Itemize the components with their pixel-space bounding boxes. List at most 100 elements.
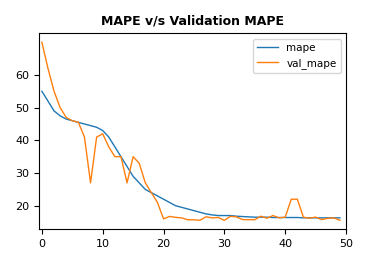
val_mape bbox=[40, 41, 44, 44]
val_mape bbox=[113, 155, 117, 158]
mape bbox=[240, 215, 245, 218]
val_mape bbox=[82, 135, 87, 139]
val_mape bbox=[119, 155, 123, 158]
mape bbox=[289, 216, 293, 219]
mape bbox=[234, 215, 239, 218]
mape bbox=[326, 216, 330, 219]
val_mape bbox=[70, 119, 74, 122]
mape bbox=[119, 155, 123, 158]
val_mape bbox=[326, 217, 330, 220]
val_mape bbox=[277, 216, 281, 219]
val_mape bbox=[76, 121, 81, 124]
mape bbox=[301, 216, 306, 219]
val_mape bbox=[95, 135, 99, 139]
val_mape bbox=[100, 132, 105, 135]
val_mape bbox=[131, 155, 135, 158]
mape bbox=[265, 216, 269, 219]
mape bbox=[76, 121, 81, 124]
mape bbox=[314, 216, 318, 219]
mape bbox=[113, 145, 117, 148]
mape bbox=[95, 126, 99, 129]
mape bbox=[125, 165, 129, 168]
mape bbox=[46, 100, 50, 103]
val_mape bbox=[338, 219, 342, 222]
val_mape bbox=[332, 216, 336, 220]
mape bbox=[204, 212, 208, 215]
val_mape bbox=[307, 216, 312, 220]
val_mape bbox=[88, 181, 93, 185]
val_mape bbox=[58, 106, 62, 109]
mape bbox=[100, 129, 105, 132]
val_mape bbox=[149, 191, 153, 194]
val_mape bbox=[161, 217, 166, 220]
mape bbox=[155, 194, 160, 197]
mape bbox=[198, 211, 202, 214]
Legend: mape, val_mape: mape, val_mape bbox=[253, 39, 341, 73]
mape bbox=[107, 135, 111, 139]
val_mape bbox=[289, 198, 293, 201]
val_mape bbox=[64, 116, 68, 119]
val_mape bbox=[137, 162, 141, 165]
mape bbox=[70, 119, 74, 122]
mape bbox=[88, 124, 93, 127]
val_mape bbox=[173, 216, 178, 219]
val_mape bbox=[143, 181, 148, 185]
val_mape bbox=[314, 215, 318, 219]
mape bbox=[295, 216, 300, 219]
mape bbox=[222, 214, 227, 217]
val_mape bbox=[125, 181, 129, 185]
mape bbox=[247, 215, 251, 218]
mape bbox=[149, 191, 153, 194]
val_mape bbox=[252, 218, 257, 221]
mape bbox=[216, 214, 220, 217]
Line: val_mape: val_mape bbox=[42, 42, 340, 220]
mape bbox=[137, 181, 141, 185]
val_mape bbox=[283, 216, 287, 219]
val_mape bbox=[107, 145, 111, 148]
mape bbox=[259, 216, 263, 219]
mape bbox=[52, 109, 56, 112]
val_mape bbox=[234, 215, 239, 219]
val_mape bbox=[319, 218, 324, 221]
val_mape bbox=[210, 216, 215, 219]
val_mape bbox=[155, 201, 160, 204]
val_mape bbox=[216, 216, 220, 219]
val_mape bbox=[204, 215, 208, 218]
mape bbox=[58, 114, 62, 117]
val_mape bbox=[180, 216, 184, 219]
mape bbox=[180, 206, 184, 209]
val_mape bbox=[259, 215, 263, 218]
val_mape bbox=[301, 216, 306, 219]
val_mape bbox=[271, 214, 275, 217]
Title: MAPE v/s Validation MAPE: MAPE v/s Validation MAPE bbox=[101, 15, 284, 28]
mape bbox=[319, 216, 324, 219]
mape bbox=[185, 208, 190, 211]
mape bbox=[192, 209, 196, 212]
mape bbox=[283, 216, 287, 219]
mape bbox=[161, 198, 166, 201]
val_mape bbox=[247, 218, 251, 221]
mape bbox=[131, 175, 135, 178]
val_mape bbox=[52, 90, 56, 93]
val_mape bbox=[192, 218, 196, 221]
val_mape bbox=[46, 67, 50, 70]
val_mape bbox=[295, 198, 300, 201]
mape bbox=[271, 216, 275, 219]
val_mape bbox=[240, 218, 245, 221]
val_mape bbox=[198, 219, 202, 222]
mape bbox=[40, 90, 44, 93]
val_mape bbox=[222, 219, 227, 222]
mape bbox=[252, 216, 257, 219]
Line: mape: mape bbox=[42, 91, 340, 218]
mape bbox=[82, 122, 87, 126]
val_mape bbox=[167, 215, 172, 218]
mape bbox=[143, 188, 148, 191]
mape bbox=[228, 214, 233, 217]
mape bbox=[210, 213, 215, 216]
mape bbox=[338, 216, 342, 219]
val_mape bbox=[185, 218, 190, 221]
mape bbox=[167, 201, 172, 204]
mape bbox=[64, 117, 68, 121]
val_mape bbox=[228, 215, 233, 218]
mape bbox=[307, 216, 312, 219]
